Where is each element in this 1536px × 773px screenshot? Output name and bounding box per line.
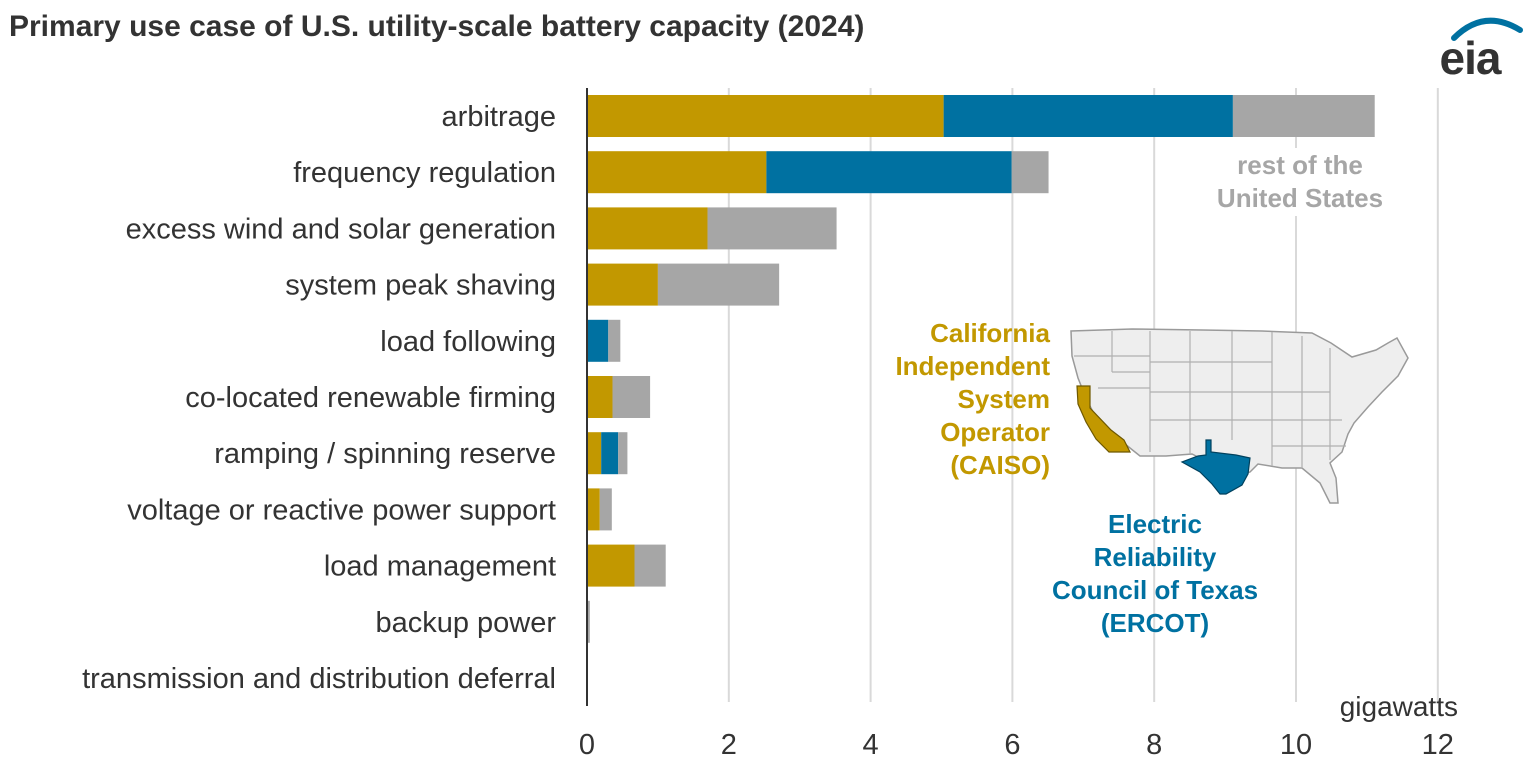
x-tick-label: 2 bbox=[721, 729, 737, 761]
category-label: load following bbox=[380, 326, 556, 358]
category-label: voltage or reactive power support bbox=[127, 494, 556, 526]
eia-logo: eia bbox=[1440, 17, 1523, 84]
bar-co-located-renewable-firming-rest bbox=[612, 376, 651, 418]
caiso-label-line: Operator bbox=[940, 417, 1050, 447]
us-outline bbox=[1070, 328, 1409, 504]
bar-ramping-spinning-reserve-ercot bbox=[601, 432, 619, 475]
x-tick-label: 4 bbox=[863, 729, 879, 761]
bar-arbitrage-rest bbox=[1232, 95, 1375, 137]
bar-frequency-regulation-rest bbox=[1011, 151, 1049, 194]
category-label: load management bbox=[324, 551, 556, 583]
caiso-label-line: (CAISO) bbox=[950, 450, 1050, 480]
category-label: system peak shaving bbox=[285, 270, 556, 302]
caiso-label: California Independent System Operator (CAIS… bbox=[895, 318, 1050, 480]
category-label: co-located renewable firming bbox=[185, 382, 556, 414]
bar-excess-wind-and-solar-generation-caiso bbox=[587, 207, 708, 250]
ercot-label-line: Reliability bbox=[1094, 542, 1217, 572]
bar-arbitrage-caiso bbox=[587, 95, 944, 137]
chart-title: Primary use case of U.S. utility-scale b… bbox=[9, 10, 865, 43]
rest-of-us-label: rest of the United States bbox=[1217, 150, 1383, 213]
caiso-label-line: California bbox=[930, 318, 1050, 348]
bar-load-management-caiso bbox=[587, 544, 635, 587]
ercot-label-line: Council of Texas bbox=[1052, 575, 1258, 605]
bar-arbitrage-ercot bbox=[943, 95, 1233, 137]
bar-frequency-regulation-caiso bbox=[587, 151, 767, 194]
eia-logo-swoosh bbox=[1451, 17, 1523, 41]
category-label: backup power bbox=[375, 607, 556, 639]
bar-excess-wind-and-solar-generation-rest bbox=[707, 207, 837, 250]
x-tick-label: 12 bbox=[1422, 729, 1454, 761]
texas-ercot-shape bbox=[1180, 439, 1251, 495]
x-tick-label: 10 bbox=[1280, 729, 1312, 761]
ercot-label-line: (ERCOT) bbox=[1101, 608, 1209, 638]
bar-ramping-spinning-reserve-caiso bbox=[587, 432, 602, 475]
eia-logo-text: eia bbox=[1440, 32, 1502, 84]
bar-ramping-spinning-reserve-rest bbox=[618, 432, 628, 475]
bar-load-following-rest bbox=[608, 319, 621, 362]
x-tick-label: 8 bbox=[1146, 729, 1162, 761]
us-map-inset bbox=[1070, 328, 1409, 504]
caiso-label-line: System bbox=[958, 384, 1051, 414]
bar-backup-power-rest bbox=[587, 600, 590, 643]
x-axis-unit-label: gigawatts bbox=[1340, 691, 1458, 722]
rest-of-us-label-line: rest of the bbox=[1237, 150, 1363, 180]
bar-voltage-or-reactive-power-support-rest bbox=[599, 488, 612, 531]
x-tick-label: 6 bbox=[1004, 729, 1020, 761]
california-shape bbox=[1076, 385, 1131, 453]
bar-system-peak-shaving-rest bbox=[657, 263, 780, 306]
bar-co-located-renewable-firming-caiso bbox=[587, 376, 613, 418]
ercot-label: Electric Reliability Council of Texas (ERCO… bbox=[1052, 509, 1258, 638]
bar-frequency-regulation-ercot bbox=[766, 151, 1012, 194]
bar-load-management-rest bbox=[634, 544, 666, 587]
rest-of-us-label-line: United States bbox=[1217, 183, 1383, 213]
bar-system-peak-shaving-caiso bbox=[587, 263, 658, 306]
category-label: transmission and distribution deferral bbox=[82, 663, 556, 695]
x-tick-label: 0 bbox=[579, 729, 595, 761]
caiso-label-line: Independent bbox=[895, 351, 1050, 381]
category-label: arbitrage bbox=[442, 101, 556, 133]
category-label: ramping / spinning reserve bbox=[214, 438, 556, 470]
bar-load-following-ercot bbox=[587, 319, 609, 362]
rest-label-background bbox=[1206, 148, 1394, 216]
bar-voltage-or-reactive-power-support-caiso bbox=[587, 488, 600, 531]
category-label: excess wind and solar generation bbox=[126, 213, 556, 245]
ercot-label-line: Electric bbox=[1108, 509, 1202, 539]
category-label: frequency regulation bbox=[293, 157, 556, 189]
